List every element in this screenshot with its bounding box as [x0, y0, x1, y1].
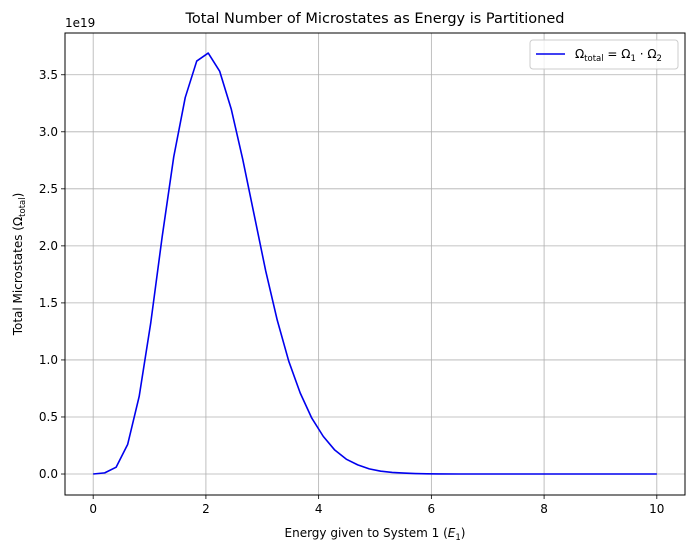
chart-title: Total Number of Microstates as Energy is… — [184, 11, 564, 27]
legend: Ωtotal = Ω1 · Ω2 — [529, 39, 679, 70]
grid — [65, 33, 685, 495]
y-tick-label: 1.0 — [39, 353, 58, 367]
axes-frame — [64, 32, 686, 496]
y-ticks: 0.0 0.5 1.0 1.5 2.0 2.5 3.0 3.5 — [39, 68, 65, 481]
y-tick-label: 0.5 — [39, 410, 58, 424]
y-tick-label: 2.5 — [39, 182, 58, 196]
y-tick-label: 3.5 — [39, 68, 58, 82]
plot-area — [65, 33, 685, 495]
legend-box — [529, 39, 679, 70]
y-tick-label: 3.0 — [39, 125, 58, 139]
x-tick-label: 2 — [202, 502, 210, 516]
y-offset-text: 1e19 — [65, 16, 95, 30]
x-tick-label: 10 — [649, 502, 664, 516]
y-tick-label: 0.0 — [39, 467, 58, 481]
y-tick-label: 2.0 — [39, 239, 58, 253]
legend-label: Ωtotal = Ω1 · Ω2 — [575, 47, 662, 64]
x-tick-label: 4 — [315, 502, 323, 516]
x-ticks: 0 2 4 6 8 10 — [89, 495, 664, 516]
x-tick-label: 8 — [540, 502, 548, 516]
x-axis-label: Energy given to System 1 (E1) — [285, 526, 466, 543]
x-tick-label: 6 — [428, 502, 436, 516]
series-line — [93, 52, 657, 475]
y-tick-label: 1.5 — [39, 296, 58, 310]
series-polyline — [93, 52, 657, 475]
y-axis-label: Total Microstates (Ωtotal) — [11, 193, 28, 337]
x-tick-label: 0 — [89, 502, 97, 516]
